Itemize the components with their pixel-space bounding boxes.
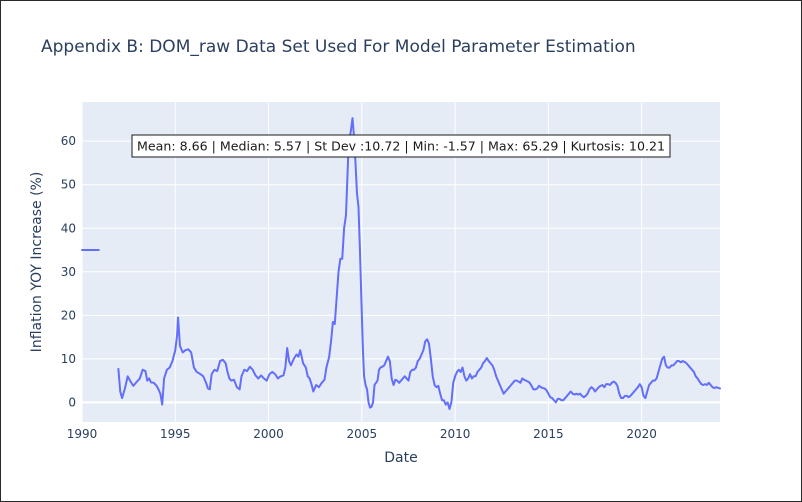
x-tick-label: 1990 [67,427,98,441]
x-tick-label: 1995 [160,427,191,441]
chart-title: Appendix B: DOM_raw Data Set Used For Mo… [41,37,636,57]
y-tick-label: 40 [61,221,76,235]
y-tick-label: 0 [68,395,76,409]
y-tick-label: 60 [61,134,76,148]
x-tick-label: 2010 [440,427,471,441]
x-tick-label: 2020 [626,427,657,441]
series-line [117,117,721,410]
series-lines [81,117,721,410]
tick-labels: 0 10 20 30 40 50 60 1990 1995 2000 2005 2010 2015 202… [61,134,657,441]
y-axis-title: Inflation YOY Increase (%) [29,172,45,353]
x-axis-title: Date [384,450,417,466]
y-tick-label: 50 [61,178,76,192]
stats-annotation: Mean: 8.66 | Median: 5.57 | St Dev :10.7… [131,134,671,158]
x-tick-label: 2015 [533,427,564,441]
x-tick-label: 2005 [347,427,378,441]
stats-annotation-box [131,134,671,158]
y-tick-label: 30 [61,265,76,279]
stats-annotation-text: Mean: 8.66 | Median: 5.57 | St Dev :10.7… [137,140,665,154]
y-tick-label: 10 [61,352,76,366]
y-tick-label: 20 [61,308,76,322]
x-tick-label: 2000 [253,427,284,441]
